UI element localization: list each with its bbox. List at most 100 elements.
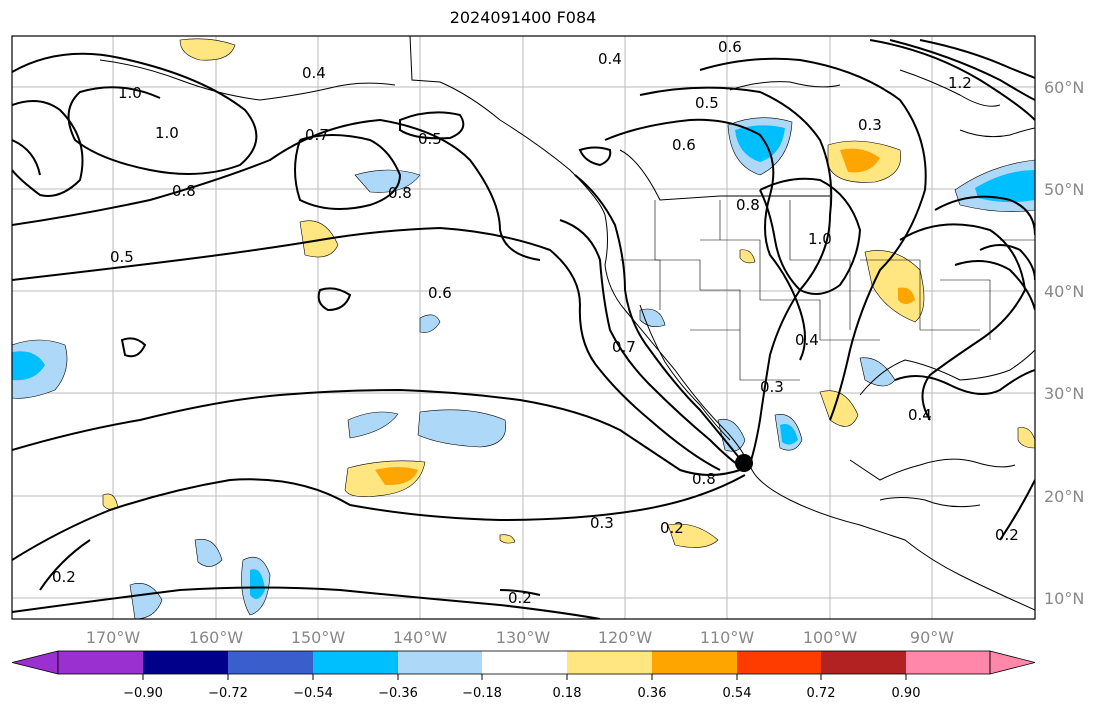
colorbar-tick-label: 0.36 [638,686,667,701]
colorbar-tick-label: −0.72 [208,686,248,701]
colorbar: −0.90 −0.72 −0.54 −0.36 −0.18 0.18 0.36 … [11,650,1036,701]
lat-label: 60°N [1044,78,1084,97]
orange-core-canada [840,148,880,173]
lat-label: 30°N [1044,384,1084,403]
lon-label: 110°W [700,628,755,647]
contour-label: 0.3 [760,378,784,396]
contour-label: 0.5 [695,94,719,112]
blue-patch-hawaii [194,538,223,567]
contour-label: 0.2 [508,589,532,607]
orange-core-plains [898,287,915,304]
colorbar-tick-label: 0.54 [723,686,752,701]
blue-core-south1 [250,569,265,599]
contour-label: 0.2 [660,519,684,537]
yellow-patch-epac [667,523,719,548]
lon-label: 160°W [189,628,244,647]
orange-core-central [375,467,418,486]
storm-center-marker [735,454,753,472]
contour-label: 0.6 [428,284,452,302]
lon-label: 120°W [598,628,653,647]
lat-label: 50°N [1044,180,1084,199]
contour-label: 0.6 [718,38,742,56]
contour-label: 0.8 [736,196,760,214]
colorbar-tick-label: −0.54 [293,686,333,701]
yellow-patch-fl [1017,427,1035,449]
contour-label: 0.8 [388,184,412,202]
contour-label: 0.3 [590,514,614,532]
contour-label: 0.4 [908,406,932,424]
yellow-patch-small2 [499,534,516,544]
lat-label: 10°N [1044,589,1084,608]
yellow-patch-alaska [179,38,236,61]
colorbar-segments [11,650,1036,675]
yellow-patch-gulf [819,390,859,427]
blue-patch-texas [859,357,896,387]
yellow-patch-mex [739,249,756,264]
colorbar-ticks [142,674,907,680]
lon-label: 90°W [910,628,954,647]
colorbar-segment [398,651,482,674]
contour-label: 0.5 [110,248,134,266]
blue-core-east-pacific [12,351,45,381]
colorbar-tick-label: 0.72 [807,686,836,701]
colorbar-segment [58,651,143,674]
blue-patch-small [347,411,399,439]
colorbar-tick-label: −0.90 [123,686,163,701]
colorbar-segment [906,651,990,674]
colorbar-segment [143,651,228,674]
map-panel: 0.6 0.4 1.2 1.0 0.4 1.0 0.5 0.7 0.5 0.3 … [11,35,1036,620]
contour-label: 0.5 [418,130,442,148]
contour-lines [12,39,1035,619]
colorbar-segment [652,651,737,674]
lon-axis: 170°W 160°W 150°W 140°W 130°W 120°W 110°… [86,628,954,647]
contour-label: 0.8 [692,470,716,488]
contour-label: 1.0 [118,84,142,102]
colorbar-segment [228,651,313,674]
colorbar-segment [567,651,652,674]
blue-core-mexico [780,424,798,445]
colorbar-tick-label: 0.90 [892,686,921,701]
contour-label: 0.2 [52,568,76,586]
blue-patch-mid-pacific [417,409,507,448]
contour-label: 0.7 [305,126,329,144]
lat-label: 20°N [1044,487,1084,506]
map-title: 2024091400 F084 [449,8,597,27]
gridlines [12,36,1035,619]
coastlines [99,36,1035,611]
blue-patch-gulf-alaska [354,169,421,193]
contour-label: 0.8 [172,182,196,200]
blue-patch-sw-us [419,314,441,333]
colorbar-tick-label: −0.18 [462,686,502,701]
colorbar-tick-label: 0.18 [553,686,582,701]
contour-label: 0.6 [672,136,696,154]
yellow-patch-npac [299,220,339,258]
colorbar-segment [821,651,906,674]
contour-label: 0.2 [995,526,1019,544]
contour-label: 0.4 [598,50,622,68]
blue-core-canada [735,125,785,162]
lat-label: 40°N [1044,282,1084,301]
colorbar-segment [737,651,821,674]
colorbar-segment [482,651,567,674]
lon-label: 170°W [86,628,141,647]
contour-label: 0.3 [858,116,882,134]
colorbar-segment [313,651,398,674]
blue-patch-south2 [129,583,163,619]
colorbar-extend-low [11,650,59,675]
blue-patch-baja [717,418,746,452]
colorbar-tick-label: −0.36 [378,686,418,701]
contour-label: 0.4 [795,331,819,349]
colorbar-extend-high [989,650,1036,675]
lon-label: 130°W [496,628,551,647]
contour-label: 1.0 [808,230,832,248]
contour-label: 0.7 [612,338,636,356]
colorbar-outline [57,650,991,675]
contour-label: 1.2 [948,74,972,92]
contour-label-group: 0.6 0.4 1.2 1.0 0.4 1.0 0.5 0.7 0.5 0.3 … [52,38,1019,607]
contour-label: 1.0 [155,124,179,142]
lon-label: 150°W [291,628,346,647]
map-border [11,35,1036,620]
contour-label: 0.4 [302,64,326,82]
blue-core-hudson [975,170,1035,203]
